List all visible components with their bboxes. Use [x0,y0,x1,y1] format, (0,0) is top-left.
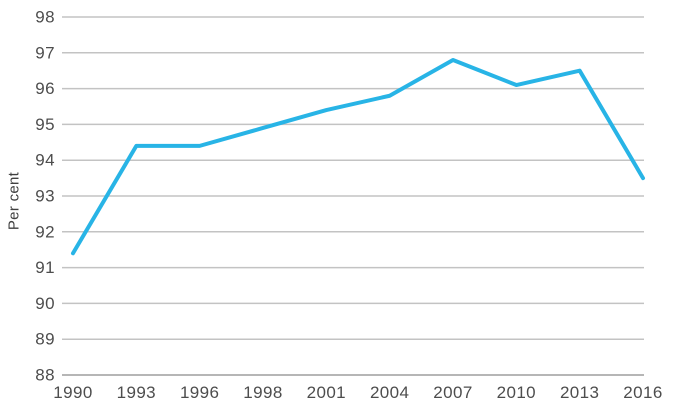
x-tick-label: 2010 [497,383,536,402]
y-tick-label: 97 [35,43,55,62]
x-tick-label: 2016 [623,383,662,402]
x-tick-label: 2001 [307,383,346,402]
data-line [71,57,645,256]
x-tick-label: 1998 [243,383,282,402]
y-tick-label: 88 [35,366,55,385]
y-tick-label: 90 [35,294,55,313]
x-tick-label: 1990 [53,383,92,402]
x-tick-label: 1996 [180,383,219,402]
y-tick-label: 95 [35,115,55,134]
x-tick-label: 2004 [370,383,409,402]
y-tick-label: 89 [35,330,55,349]
x-tick-label: 2013 [560,383,599,402]
y-tick-label: 96 [35,79,55,98]
y-tick-label: 92 [35,222,55,241]
y-tick-label: 93 [35,187,55,206]
y-tick-label: 91 [35,258,55,277]
y-tick-label: 94 [35,151,55,170]
x-tick-label: 2007 [433,383,472,402]
y-tick-label: 98 [35,8,55,27]
x-tick-label: 1993 [117,383,156,402]
